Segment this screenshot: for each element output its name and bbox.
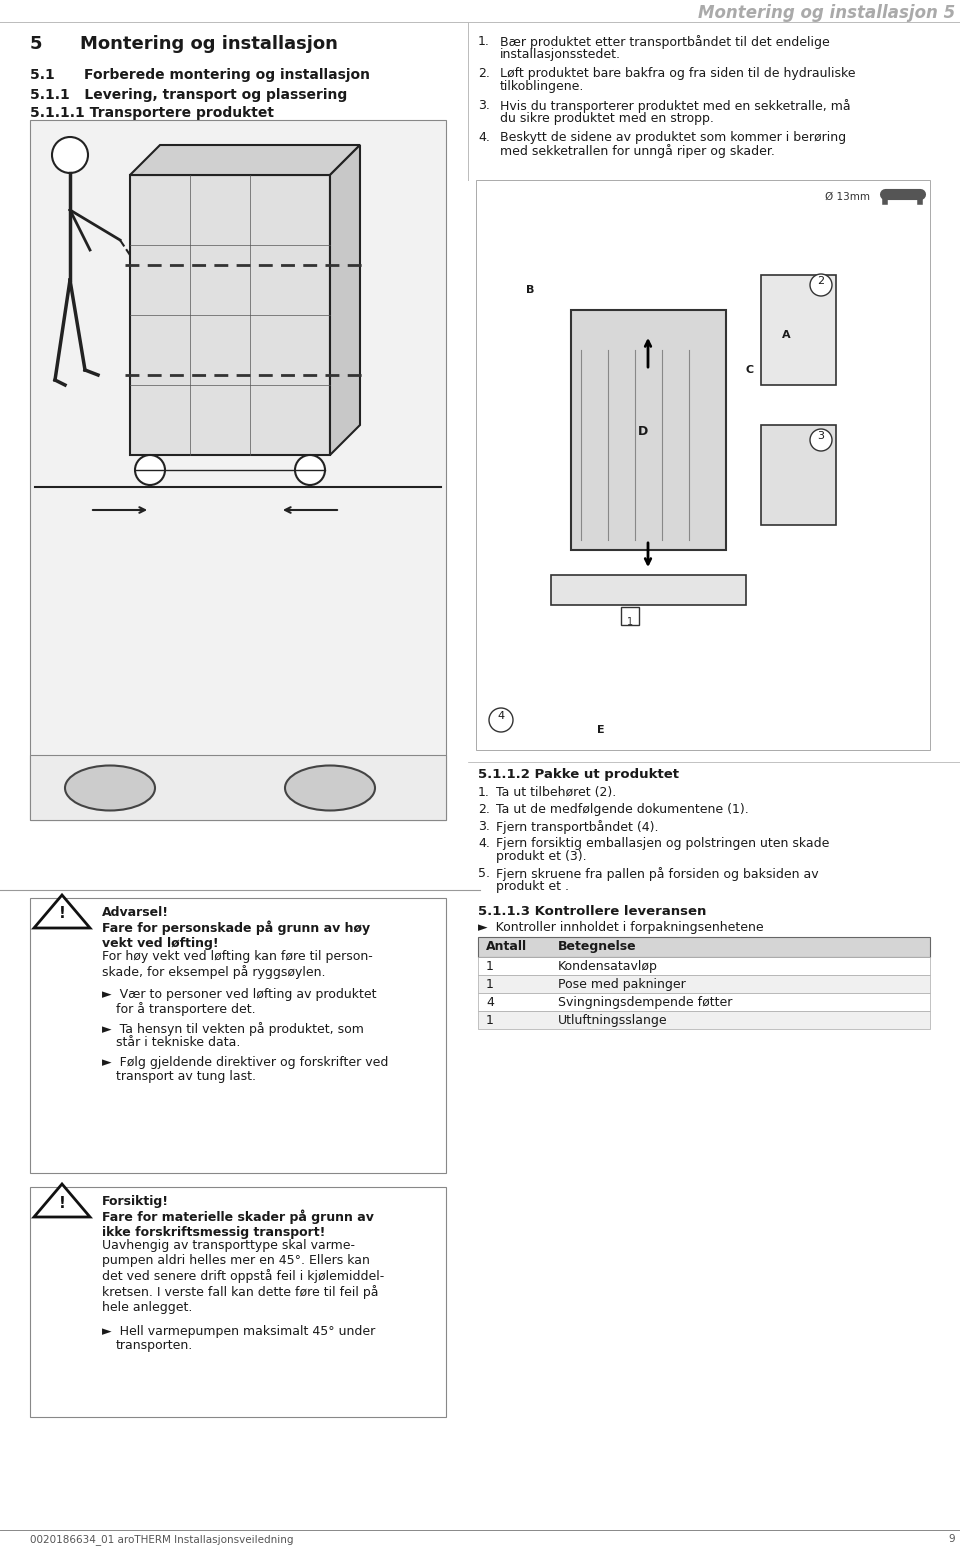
Text: tilkoblingene.: tilkoblingene. [500, 81, 585, 93]
Text: Fjern transportbåndet (4).: Fjern transportbåndet (4). [496, 820, 659, 834]
Text: Betegnelse: Betegnelse [558, 940, 636, 952]
Bar [478, 1011, 930, 1028]
Bar [571, 310, 726, 551]
Circle shape [489, 707, 513, 732]
Bar [551, 575, 746, 605]
Text: 2.: 2. [478, 803, 490, 816]
Text: 1.: 1. [478, 786, 490, 799]
Text: står i tekniske data.: står i tekniske data. [116, 1036, 240, 1048]
Text: du sikre produktet med en stropp.: du sikre produktet med en stropp. [500, 112, 714, 126]
Text: 5.1.1.3 Kontrollere leveransen: 5.1.1.3 Kontrollere leveransen [478, 904, 707, 918]
Text: 1: 1 [486, 960, 493, 972]
Text: 5.: 5. [478, 867, 490, 879]
Bar [476, 180, 930, 751]
Text: transporten.: transporten. [116, 1339, 193, 1352]
Ellipse shape [285, 766, 375, 811]
Text: 1: 1 [486, 979, 493, 991]
Text: A: A [781, 330, 790, 340]
Bar [30, 755, 446, 820]
Bar [130, 175, 330, 454]
Text: E: E [597, 724, 605, 735]
Text: ►  Hell varmepumpen maksimalt 45° under: ► Hell varmepumpen maksimalt 45° under [102, 1325, 375, 1339]
Text: Fare for materielle skader på grunn av
ikke forskriftsmessig transport!: Fare for materielle skader på grunn av i… [102, 1208, 373, 1239]
Text: Utluftningsslange: Utluftningsslange [558, 1014, 667, 1027]
Text: 2.: 2. [478, 67, 490, 81]
Ellipse shape [65, 766, 155, 811]
Text: Fjern forsiktig emballasjen og polstringen uten skade: Fjern forsiktig emballasjen og polstring… [496, 838, 829, 850]
Text: 3: 3 [818, 431, 825, 440]
Bar [761, 275, 836, 385]
Text: 5.1.1   Levering, transport og plassering: 5.1.1 Levering, transport og plassering [30, 88, 348, 102]
Text: Pose med pakninger: Pose med pakninger [558, 979, 685, 991]
Text: produkt et (3).: produkt et (3). [496, 850, 587, 862]
Text: 1.: 1. [478, 36, 490, 48]
Text: D: D [637, 425, 648, 437]
Text: transport av tung last.: transport av tung last. [116, 1070, 256, 1083]
Text: Løft produktet bare bakfra og fra siden til de hydrauliske: Løft produktet bare bakfra og fra siden … [500, 67, 855, 81]
Polygon shape [330, 144, 360, 454]
Circle shape [295, 454, 325, 485]
Text: ►  Kontroller innholdet i forpakningsenhetene: ► Kontroller innholdet i forpakningsenhe… [478, 921, 763, 934]
Bar [621, 606, 639, 625]
Text: Ta ut de medfølgende dokumentene (1).: Ta ut de medfølgende dokumentene (1). [496, 803, 749, 816]
Polygon shape [34, 895, 90, 927]
Text: installasjonsstedet.: installasjonsstedet. [500, 48, 621, 60]
Text: Forsiktig!: Forsiktig! [102, 1194, 169, 1208]
Text: 2: 2 [817, 276, 825, 285]
Text: 3.: 3. [478, 99, 490, 112]
Text: 5.1.1.1 Transportere produktet: 5.1.1.1 Transportere produktet [30, 105, 274, 119]
Text: ►  Følg gjeldende direktiver og forskrifter ved: ► Følg gjeldende direktiver og forskrift… [102, 1056, 389, 1069]
Text: for å transportere det.: for å transportere det. [116, 1002, 255, 1016]
Text: 1: 1 [627, 617, 633, 627]
Text: 4: 4 [497, 710, 505, 721]
Bar [478, 957, 930, 976]
Text: 4.: 4. [478, 838, 490, 850]
Text: med sekketrallen for unngå riper og skader.: med sekketrallen for unngå riper og skad… [500, 144, 775, 158]
Text: 1: 1 [486, 1014, 493, 1027]
Text: produkt et .: produkt et . [496, 879, 569, 893]
Text: C: C [746, 364, 755, 375]
Text: 3.: 3. [478, 820, 490, 833]
Circle shape [810, 430, 832, 451]
Text: Montering og installasjon 5: Montering og installasjon 5 [698, 5, 955, 22]
Text: Fare for personskade på grunn av høy
vekt ved løfting!: Fare for personskade på grunn av høy vek… [102, 920, 371, 949]
Text: 9: 9 [948, 1534, 955, 1543]
Bar [478, 993, 930, 1011]
Text: Svingningsdempende føtter: Svingningsdempende føtter [558, 996, 732, 1010]
Text: Uavhengig av transporttype skal varme-
pumpen aldri helles mer en 45°. Ellers ka: Uavhengig av transporttype skal varme- p… [102, 1239, 384, 1314]
Text: For høy vekt ved løfting kan føre til person-
skade, for eksempel på ryggsøylen.: For høy vekt ved løfting kan føre til pe… [102, 951, 372, 979]
Text: !: ! [59, 906, 65, 921]
Text: Antall: Antall [486, 940, 527, 952]
Text: Advarsel!: Advarsel! [102, 906, 169, 920]
Text: 5.1      Forberede montering og installasjon: 5.1 Forberede montering og installasjon [30, 68, 370, 82]
Text: 5.1.1.2 Pakke ut produktet: 5.1.1.2 Pakke ut produktet [478, 768, 679, 782]
Text: ►  Ta hensyn til vekten på produktet, som: ► Ta hensyn til vekten på produktet, som [102, 1022, 364, 1036]
Bar [478, 937, 930, 957]
Text: Ta ut tilbehøret (2).: Ta ut tilbehøret (2). [496, 786, 616, 799]
Circle shape [135, 454, 165, 485]
Text: 5      Montering og installasjon: 5 Montering og installasjon [30, 36, 338, 53]
Text: 4.: 4. [478, 130, 490, 144]
Text: 4: 4 [486, 996, 493, 1010]
Text: Kondensatavløp: Kondensatavløp [558, 960, 658, 972]
Circle shape [810, 275, 832, 296]
Bar [30, 1187, 446, 1418]
Text: !: ! [59, 1196, 65, 1210]
Bar [30, 119, 446, 820]
Text: Ø 13mm: Ø 13mm [825, 192, 870, 202]
Text: ►  Vær to personer ved løfting av produktet: ► Vær to personer ved løfting av produkt… [102, 988, 376, 1000]
Bar [478, 976, 930, 993]
Bar [30, 898, 446, 1173]
Circle shape [52, 136, 88, 174]
Text: Fjern skruene fra pallen på forsiden og baksiden av: Fjern skruene fra pallen på forsiden og … [496, 867, 819, 881]
Text: Bær produktet etter transportbåndet til det endelige: Bær produktet etter transportbåndet til … [500, 36, 829, 50]
Text: 0020186634_01 aroTHERM Installasjonsveiledning: 0020186634_01 aroTHERM Installasjonsveil… [30, 1534, 294, 1545]
Bar [761, 425, 836, 524]
Polygon shape [130, 144, 360, 175]
Polygon shape [34, 1183, 90, 1218]
Text: Hvis du transporterer produktet med en sekketralle, må: Hvis du transporterer produktet med en s… [500, 99, 851, 113]
Text: B: B [526, 285, 535, 295]
Text: Beskytt de sidene av produktet som kommer i berøring: Beskytt de sidene av produktet som komme… [500, 130, 846, 144]
